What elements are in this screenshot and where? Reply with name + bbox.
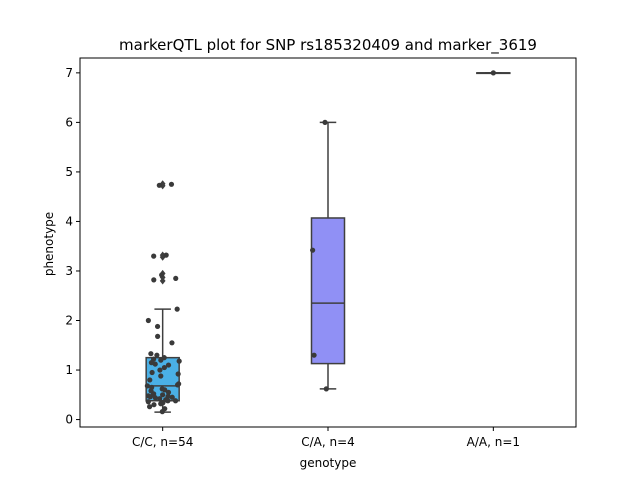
data-point xyxy=(154,323,161,330)
data-point xyxy=(159,272,165,278)
data-point xyxy=(172,398,179,404)
data-point xyxy=(311,352,317,358)
data-point xyxy=(148,351,154,357)
data-point xyxy=(157,396,163,402)
y-tick-label: 2 xyxy=(65,314,73,328)
data-point xyxy=(310,247,316,253)
data-point xyxy=(176,381,182,387)
data-point xyxy=(174,306,180,312)
data-point xyxy=(151,277,157,283)
data-point xyxy=(323,386,329,392)
y-tick-label: 5 xyxy=(65,165,73,179)
x-tick-label: C/C, n=54 xyxy=(132,435,193,449)
data-point xyxy=(168,181,175,187)
data-point xyxy=(169,340,175,346)
data-point xyxy=(145,317,151,324)
data-point xyxy=(163,252,169,258)
x-axis-label: genotype xyxy=(300,456,357,470)
data-point xyxy=(158,373,164,379)
y-tick-label: 1 xyxy=(65,363,73,377)
data-point xyxy=(150,392,156,398)
data-point xyxy=(159,386,165,392)
data-point xyxy=(162,406,168,412)
y-tick-label: 6 xyxy=(65,115,73,129)
data-point xyxy=(169,394,175,400)
box xyxy=(310,217,346,365)
outlier-point xyxy=(159,251,166,259)
data-point xyxy=(149,384,155,390)
data-point xyxy=(144,383,150,389)
data-point xyxy=(146,404,153,410)
chart-title: markerQTL plot for SNP rs185320409 and m… xyxy=(119,36,537,55)
plot-area: 0 1 2 3 4 5 6 7 C/C, n=54 C/A, n=4 A/A, n=1 xyxy=(65,57,577,449)
plot-frame xyxy=(79,57,577,428)
y-axis-label: phenotype xyxy=(42,212,56,276)
data-point xyxy=(173,275,179,282)
data-point xyxy=(165,362,172,368)
data-point xyxy=(176,358,182,364)
data-point xyxy=(151,253,157,259)
y-tick-label: 7 xyxy=(65,66,73,80)
data-point xyxy=(155,333,161,339)
data-point xyxy=(156,182,162,188)
data-point xyxy=(322,119,328,125)
data-point xyxy=(161,364,167,371)
data-point xyxy=(160,392,166,398)
y-tick-label: 0 xyxy=(65,413,73,427)
data-point xyxy=(165,393,171,399)
data-point xyxy=(150,356,157,362)
y-tick-label: 4 xyxy=(65,214,73,228)
data-point xyxy=(161,355,167,361)
data-point xyxy=(151,402,157,408)
data-point xyxy=(154,352,160,358)
y-tick-label: 3 xyxy=(65,264,73,278)
x-tick-label: A/A, n=1 xyxy=(467,435,520,449)
x-tick-label: C/A, n=4 xyxy=(301,435,355,449)
data-point xyxy=(165,389,172,395)
data-point xyxy=(145,399,151,405)
data-point xyxy=(165,398,171,404)
data-point xyxy=(490,70,496,76)
data-point xyxy=(149,369,155,376)
data-point xyxy=(175,371,181,377)
data-point xyxy=(157,367,163,373)
outlier-point xyxy=(159,273,166,282)
data-point xyxy=(147,377,153,383)
